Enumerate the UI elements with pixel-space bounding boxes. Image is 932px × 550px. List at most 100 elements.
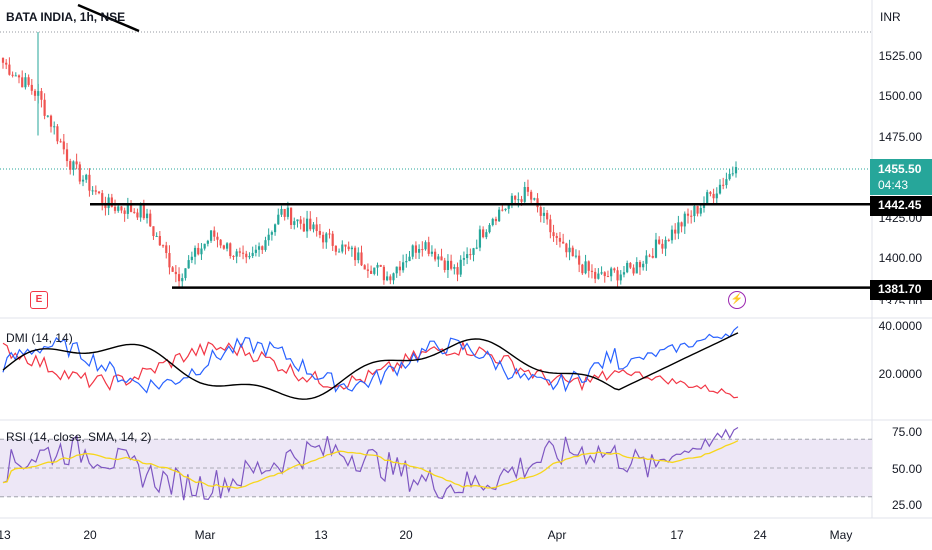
candle-body	[209, 230, 213, 241]
candle-body	[677, 222, 680, 234]
candle-body	[542, 212, 546, 216]
candle-body	[443, 260, 446, 270]
price-tick-partial: 1375.00	[878, 296, 922, 304]
time-tick: 13	[0, 528, 11, 542]
candle-body	[321, 234, 325, 243]
candle-body	[337, 251, 341, 253]
candle-body	[597, 273, 600, 279]
candle-body	[88, 174, 91, 191]
candle-body	[238, 251, 241, 253]
candle-body	[312, 224, 315, 230]
candle-body	[514, 195, 517, 200]
candle-body	[168, 253, 171, 268]
candle-body	[5, 62, 8, 65]
currency-label: INR	[880, 10, 901, 24]
candle-body	[626, 262, 629, 273]
candle-body	[427, 242, 430, 254]
candle-body	[651, 255, 654, 258]
candle-body	[645, 255, 648, 264]
candle-body	[277, 214, 280, 225]
candle-body	[635, 262, 638, 274]
candle-body	[11, 74, 14, 76]
candle-body	[379, 264, 382, 267]
candle-body	[709, 192, 712, 194]
candle-body	[648, 255, 651, 257]
candle-body	[158, 236, 161, 246]
candle-body	[386, 276, 389, 281]
rsi-title: RSI (14, close, SMA, 14, 2)	[6, 430, 152, 444]
candle-body	[318, 231, 321, 235]
plus-di-line	[2, 326, 739, 394]
candle-body	[8, 64, 11, 75]
candle-body	[459, 259, 462, 275]
candle-body	[341, 244, 344, 252]
candle-body	[456, 267, 459, 275]
candle-body	[370, 270, 373, 274]
candle-body	[59, 141, 62, 143]
candle-body	[184, 268, 187, 279]
candle-body	[475, 247, 478, 249]
candle-body	[530, 191, 533, 200]
candle-body	[360, 252, 363, 266]
rsi-tick: 25.00	[891, 498, 922, 512]
candle-body	[680, 222, 683, 227]
dmi-tick: 40.0000	[878, 319, 922, 333]
candle-body	[715, 193, 718, 199]
minus-di-line	[2, 340, 739, 399]
candle-body	[558, 237, 562, 242]
candle-body	[590, 270, 594, 272]
candle-body	[46, 115, 49, 117]
candle-body	[526, 187, 530, 192]
candle-body	[520, 199, 523, 202]
candle-body	[661, 243, 664, 249]
candle-body	[155, 236, 158, 238]
candle-body	[533, 198, 536, 200]
candle-body	[629, 262, 632, 268]
candle-body	[654, 239, 658, 258]
candle-body	[129, 204, 133, 212]
lightning-icon[interactable]: ⚡	[728, 291, 746, 309]
candle-body	[638, 262, 642, 268]
candle-body	[85, 174, 88, 180]
candle-body	[568, 247, 571, 253]
candle-body	[145, 213, 149, 219]
candle-body	[536, 198, 539, 208]
candle-body	[14, 75, 17, 77]
candle-body	[235, 251, 238, 257]
candle-body	[107, 197, 110, 209]
candle-body	[414, 245, 418, 253]
rsi-line	[2, 426, 739, 501]
candle-body	[622, 272, 626, 275]
candle-body	[562, 241, 565, 244]
candle-body	[523, 187, 526, 202]
earnings-marker[interactable]: E	[30, 291, 48, 309]
candle-body	[405, 261, 408, 263]
candle-body	[273, 224, 277, 233]
candle-body	[254, 249, 257, 253]
candle-body	[149, 213, 152, 227]
candle-body	[200, 248, 203, 255]
candle-body	[466, 254, 469, 259]
candle-body	[494, 218, 498, 222]
candle-body	[699, 207, 702, 214]
candle-body	[350, 247, 353, 250]
candle-body	[43, 99, 46, 116]
candle-body	[408, 256, 411, 262]
candle-body	[206, 240, 209, 244]
candle-body	[219, 239, 222, 246]
candle-body	[347, 246, 350, 250]
candle-body	[718, 184, 722, 194]
candle-body	[171, 267, 174, 272]
candle-body	[510, 195, 514, 204]
candle-body	[49, 115, 53, 127]
candle-body	[309, 218, 312, 230]
candle-body	[152, 226, 155, 237]
candle-body	[517, 199, 520, 201]
bar-countdown: 04:43	[878, 178, 909, 192]
candle-body	[696, 206, 699, 214]
candle-body	[270, 232, 273, 235]
candle-body	[24, 77, 27, 88]
candle-body	[478, 229, 482, 248]
